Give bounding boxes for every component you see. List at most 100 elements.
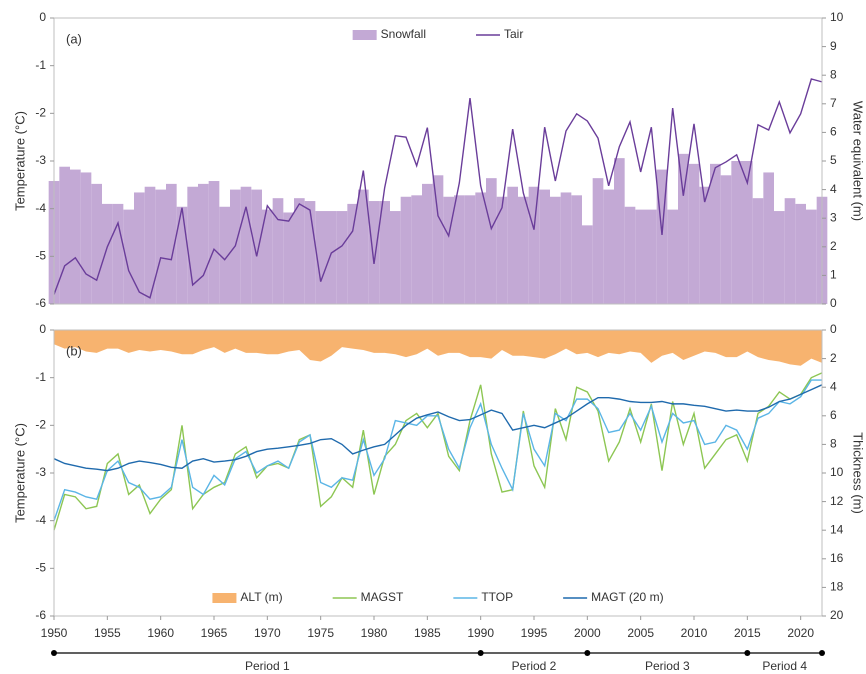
bar <box>304 201 316 304</box>
bar <box>464 195 476 304</box>
y2-tick-label: 1 <box>830 268 837 282</box>
y-tick-label: -4 <box>35 201 46 215</box>
bar <box>699 186 710 304</box>
line <box>53 372 823 531</box>
y-tick-label: 0 <box>39 322 46 336</box>
x-tick-label: 1955 <box>94 626 121 640</box>
bar <box>123 209 134 304</box>
y2-tick-label: 8 <box>830 67 837 81</box>
bar <box>710 163 721 304</box>
legend-label: TTOP <box>481 590 513 604</box>
bar <box>187 186 198 304</box>
bar <box>539 189 550 304</box>
bar <box>315 211 326 304</box>
y-tick-label: -1 <box>35 58 46 72</box>
bar <box>688 163 700 304</box>
y2-axis-label: Water equivalent (m) <box>851 101 866 221</box>
bar <box>656 169 668 304</box>
y-tick-label: -5 <box>35 249 46 263</box>
bar <box>422 183 433 304</box>
bar <box>336 211 348 304</box>
legend-swatch <box>352 30 377 40</box>
y2-tick-label: 5 <box>830 153 837 167</box>
bar <box>368 201 380 304</box>
bar <box>272 198 284 304</box>
period-label: Period 4 <box>762 659 807 673</box>
bar <box>112 203 124 304</box>
bar <box>219 206 230 304</box>
panel-label: (a) <box>66 31 82 46</box>
bar <box>80 172 92 304</box>
y2-tick-label: 9 <box>830 39 837 53</box>
x-tick-label: 2020 <box>787 626 814 640</box>
x-tick-label: 1960 <box>147 626 174 640</box>
period-boundary <box>819 650 825 656</box>
period-boundary <box>744 650 751 656</box>
bar <box>774 211 785 304</box>
bar <box>518 196 529 304</box>
area <box>54 330 822 366</box>
bar <box>624 206 636 304</box>
y-tick-label: 0 <box>39 10 46 24</box>
y2-tick-label: 6 <box>830 125 837 139</box>
y2-tick-label: 4 <box>830 182 837 196</box>
bar <box>795 203 806 304</box>
panel-label: (b) <box>66 343 82 358</box>
bar <box>358 189 369 304</box>
period-label: Period 1 <box>245 659 290 673</box>
plot-frame <box>53 329 823 617</box>
bar <box>784 198 796 304</box>
bar <box>400 196 412 304</box>
y2-tick-label: 7 <box>830 96 837 110</box>
bar <box>678 153 689 304</box>
period-boundary <box>477 650 484 656</box>
bar <box>70 169 81 304</box>
y2-tick-label: 20 <box>830 608 844 622</box>
bar <box>102 203 113 304</box>
period-label: Period 2 <box>512 659 557 673</box>
bar <box>59 166 70 304</box>
bar <box>731 161 742 304</box>
bar <box>91 183 102 304</box>
bar <box>176 206 188 304</box>
bar <box>390 211 401 304</box>
y-tick-label: -6 <box>35 296 46 310</box>
y-tick-label: -1 <box>35 370 46 384</box>
period-boundary <box>51 650 57 656</box>
y-tick-label: -2 <box>35 418 46 432</box>
legend-label: ALT (m) <box>240 590 282 604</box>
period-label: Period 3 <box>645 659 690 673</box>
bar <box>454 195 465 304</box>
bar <box>294 198 305 304</box>
bar <box>155 189 166 304</box>
bar <box>528 186 540 304</box>
y-tick-label: -2 <box>35 106 46 120</box>
bar <box>134 192 145 304</box>
bar <box>635 209 646 304</box>
bar <box>592 178 604 304</box>
y2-tick-label: 6 <box>830 408 837 422</box>
bar <box>742 161 753 304</box>
bar <box>326 211 337 304</box>
bar <box>432 175 444 304</box>
bar <box>571 195 582 304</box>
x-tick-label: 2010 <box>681 626 708 640</box>
legend-label: Tair <box>504 27 523 41</box>
bar <box>443 196 454 304</box>
bar <box>166 183 177 304</box>
bar <box>560 192 572 304</box>
y2-tick-label: 8 <box>830 437 837 451</box>
y2-tick-label: 2 <box>830 351 837 365</box>
line <box>53 384 823 472</box>
line <box>53 379 822 521</box>
bar <box>347 203 358 304</box>
x-tick-label: 1980 <box>361 626 388 640</box>
x-tick-label: 2005 <box>627 626 654 640</box>
bar <box>550 196 561 304</box>
legend-label: Snowfall <box>381 27 426 41</box>
bar <box>251 189 262 304</box>
y2-tick-label: 2 <box>830 239 837 253</box>
bar <box>379 201 390 304</box>
y-tick-label: -5 <box>35 561 46 575</box>
